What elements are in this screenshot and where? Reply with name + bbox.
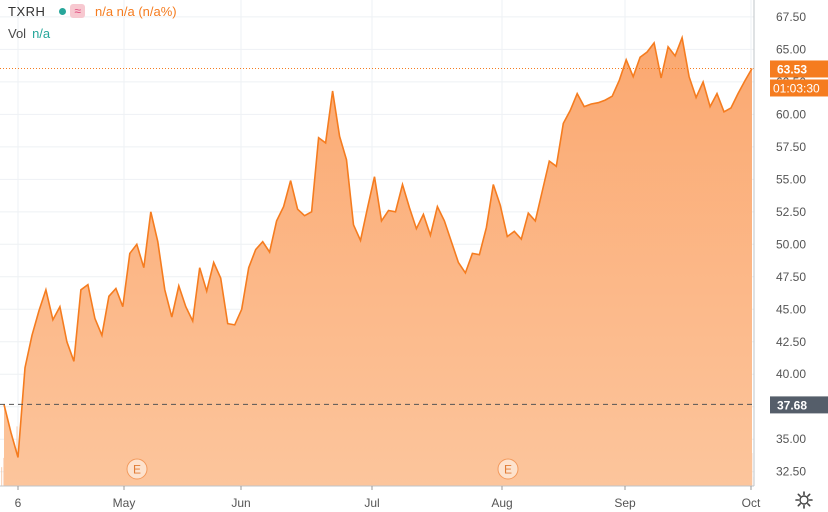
- price-area-fill: [4, 37, 752, 486]
- last-price-badge: 63.53 01:03:30: [770, 60, 828, 97]
- volume-bar: [1, 467, 3, 486]
- countdown-timer: 01:03:30: [773, 81, 820, 95]
- earnings-marker-label: E: [504, 463, 512, 477]
- y-tick-label: 50.00: [776, 237, 806, 251]
- x-tick-label: Oct: [742, 496, 761, 510]
- countdown-badge-bg: [770, 79, 828, 97]
- earnings-marker-label: E: [133, 463, 141, 477]
- x-tick-label: Jun: [231, 496, 250, 510]
- y-tick-label: 55.00: [776, 172, 806, 186]
- earnings-marker-circle: [126, 458, 148, 480]
- x-tick-label: Jul: [364, 496, 379, 510]
- reference-badge-bg: [770, 396, 828, 414]
- symbol-legend: TXRH ≈ n/a n/a (n/a%): [8, 3, 177, 19]
- price-line: [3, 34, 753, 458]
- y-tick-label: 35.00: [776, 432, 806, 446]
- volume-bar: [3, 457, 5, 486]
- earnings-marker[interactable]: E: [497, 458, 519, 480]
- y-tick-label: 47.50: [776, 270, 806, 284]
- x-tick-label: May: [113, 496, 136, 510]
- quote-values: n/a n/a (n/a%): [94, 3, 177, 19]
- x-tick-label: Aug: [491, 496, 512, 510]
- y-tick-label: 32.50: [776, 465, 806, 479]
- y-tick-label: 45.00: [776, 302, 806, 316]
- approx-icon: ≈: [70, 4, 85, 18]
- y-tick-label: 42.50: [776, 335, 806, 349]
- volume-legend: Vol n/a: [8, 26, 50, 41]
- gear-icon[interactable]: [794, 490, 814, 510]
- y-tick-label: 60.00: [776, 107, 806, 121]
- earnings-marker-circle: [497, 458, 519, 480]
- y-tick-label: 52.50: [776, 205, 806, 219]
- last-price-badge-bg: [770, 60, 828, 78]
- x-tick-label: Sep: [614, 496, 636, 510]
- earnings-marker[interactable]: E: [126, 458, 148, 480]
- y-tick-label: 67.50: [776, 10, 806, 24]
- y-tick-label: 65.00: [776, 42, 806, 56]
- reference-price-value: 37.68: [777, 398, 807, 412]
- reference-price-badge: 37.68: [770, 396, 828, 414]
- time-axis-bg: [0, 486, 828, 512]
- volume-value: n/a: [32, 26, 51, 41]
- last-price-value: 63.53: [777, 62, 807, 76]
- status-pill[interactable]: ≈: [53, 3, 85, 19]
- symbol-label[interactable]: TXRH: [8, 3, 46, 19]
- y-tick-label: 40.00: [776, 367, 806, 381]
- y-tick-label: 57.50: [776, 140, 806, 154]
- green-dot-icon: [59, 7, 67, 15]
- x-tick-label: 6: [15, 496, 22, 510]
- volume-label: Vol: [8, 26, 27, 41]
